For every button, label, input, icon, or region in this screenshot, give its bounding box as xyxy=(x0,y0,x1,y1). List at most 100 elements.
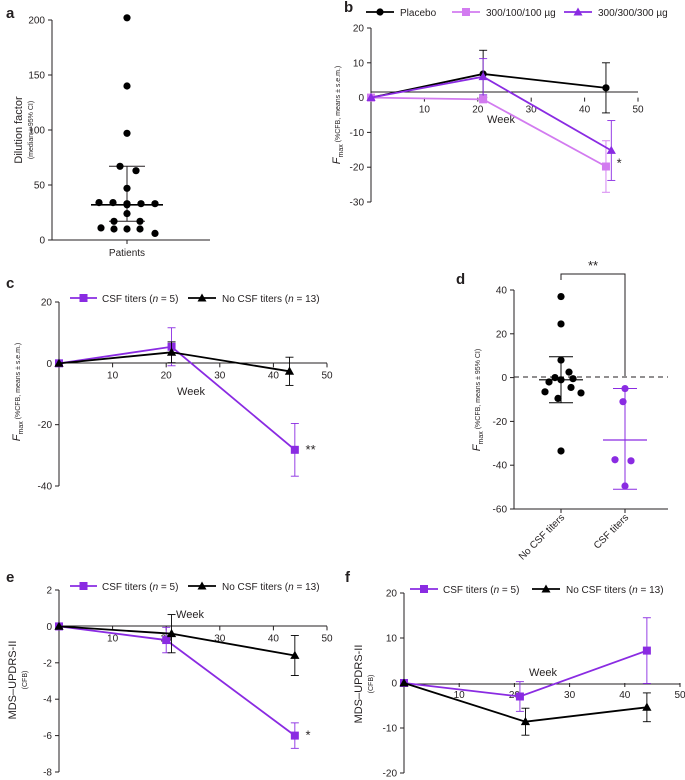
d-marks xyxy=(539,292,647,490)
c-legend-marker-csf xyxy=(79,294,88,302)
d-y-tick-label: -60 xyxy=(493,505,508,516)
d-group-0-point xyxy=(565,368,573,376)
b-x-tick-label: 50 xyxy=(632,105,644,116)
b-y-label-max: max xyxy=(338,144,345,158)
b-y-tick-label: -20 xyxy=(350,163,365,174)
a-x-tick-label: Patients xyxy=(109,248,145,259)
c-legend-n-csf: 5 xyxy=(170,294,176,305)
e-series-1-point xyxy=(54,621,64,630)
f-legend-marker-no-csf xyxy=(541,584,551,593)
b-x-tick-label: 10 xyxy=(419,105,431,116)
d-group-0-point xyxy=(557,376,565,384)
a-point xyxy=(136,225,144,233)
b-legend-marker-300-300 xyxy=(573,7,583,16)
b-series-2-point xyxy=(478,71,488,81)
f-series-0-line xyxy=(403,649,648,698)
d-group-1-point xyxy=(621,482,629,490)
b-y-tick-label: -30 xyxy=(350,198,365,209)
a-point xyxy=(97,224,105,232)
c-legend: CSF titers (n = 5) No CSF titers (n = 13… xyxy=(70,293,320,305)
d-group-0-point xyxy=(557,356,565,364)
f-y-label: MDS–UPDRS-II xyxy=(353,645,365,724)
c-x-tick-label: 30 xyxy=(214,370,226,381)
e-y-tick-label: 0 xyxy=(46,622,52,633)
a-y-ticks: 0 50 100 150 200 xyxy=(28,16,52,247)
f-legend-marker-csf xyxy=(420,585,428,593)
b-x-tick-label: 20 xyxy=(472,105,484,116)
d-y-ticks: -60 -40 -20 0 20 40 xyxy=(493,286,514,516)
f-x-tick-label: 40 xyxy=(619,690,631,701)
a-point xyxy=(116,162,124,170)
d-group-0-point xyxy=(551,374,559,382)
e-legend-prefix-csf: CSF titers ( xyxy=(102,582,153,593)
d-group-0-point xyxy=(577,389,585,397)
panel-d: d -60 -40 -20 0 20 40 No CSF titers CSF titers… xyxy=(456,258,668,563)
f-marks xyxy=(399,617,652,736)
b-series-1-point xyxy=(479,95,488,104)
panel-letter-f: f xyxy=(345,569,351,586)
d-bracket-line xyxy=(560,273,626,376)
f-x-tick-label: 10 xyxy=(454,690,466,701)
b-x-tick-label: 30 xyxy=(526,105,538,116)
e-series-0-point xyxy=(162,636,171,645)
a-x-ticks: Patients xyxy=(109,240,145,259)
c-series-1-point xyxy=(284,366,295,375)
c-legend-label-no-csf: No CSF titers (n = 13) xyxy=(222,294,320,305)
d-y-tick-label: 40 xyxy=(496,286,508,297)
e-legend-label-csf: CSF titers (n = 5) xyxy=(102,582,178,593)
d-y-label-sub: (%CFB, means ± 95% CI) xyxy=(475,349,482,431)
panel-b: b -30 -20 -10 0 10 20 10 20 30 40 50 Week Fmax (%… xyxy=(331,0,668,209)
e-series-1-point xyxy=(166,628,177,638)
f-x-tick-label: 50 xyxy=(674,690,685,701)
b-x-label: Week xyxy=(487,114,515,126)
e-significance-label: * xyxy=(306,728,311,743)
f-y-tick-label: 0 xyxy=(391,679,397,690)
c-x-tick-label: 40 xyxy=(268,370,280,381)
b-y-label-f: F xyxy=(331,156,343,164)
f-y-tick-label: -20 xyxy=(383,769,398,780)
f-legend-n-no-csf: 13 xyxy=(649,585,661,596)
a-point xyxy=(136,217,144,225)
e-series-1-point xyxy=(290,650,300,659)
d-group-1-point xyxy=(611,456,619,464)
b-legend-marker-placebo xyxy=(376,8,384,16)
b-series-2-point xyxy=(366,92,376,101)
f-series-1-point xyxy=(520,716,531,726)
e-y-sublabel: (CFB) xyxy=(22,671,29,690)
e-series-0-line xyxy=(58,625,296,737)
a-y-tick-label: 0 xyxy=(39,236,45,247)
d-y-label: Fmax (%CFB, means ± 95% CI) xyxy=(471,349,485,451)
c-series-1-point xyxy=(166,347,177,356)
d-x-tick-label: CSF titers xyxy=(592,512,631,551)
f-y-sublabel: (CFB) xyxy=(368,675,375,694)
d-group-0-point xyxy=(545,378,553,386)
b-legend-label-300-300: 300/300/300 µg xyxy=(598,8,668,19)
a-marks xyxy=(91,14,163,237)
a-point xyxy=(110,225,118,233)
b-series-0-line xyxy=(370,73,607,99)
d-y-label-max: max xyxy=(478,431,485,445)
a-y-tick-label: 150 xyxy=(28,71,45,82)
f-y-tick-label: 20 xyxy=(386,589,398,600)
b-series-1-point xyxy=(601,162,610,171)
b-y-label-sub: (%CFB, means ± s.e.m.) xyxy=(335,66,342,145)
b-y-ticks: -30 -20 -10 0 10 20 xyxy=(350,24,371,209)
e-legend-marker-no-csf xyxy=(197,581,207,590)
a-point xyxy=(123,201,131,209)
e-x-tick-label: 50 xyxy=(321,633,333,644)
b-significance-label: * xyxy=(617,156,622,171)
f-legend-prefix-csf: CSF titers ( xyxy=(443,585,494,596)
a-point xyxy=(123,210,131,218)
c-y-label: Fmax (%CFB, means ± s.e.m.) xyxy=(11,343,25,442)
a-point xyxy=(123,82,131,90)
e-y-tick-label: -4 xyxy=(43,695,52,706)
a-y-sublabel: (median ± 95% CI) xyxy=(28,101,35,159)
a-y-tick-label: 100 xyxy=(28,126,45,137)
d-y-tick-label: -20 xyxy=(493,417,508,428)
a-point xyxy=(123,14,131,22)
b-y-label: Fmax (%CFB, means ± s.e.m.) xyxy=(331,66,345,165)
f-legend-label-csf: CSF titers (n = 5) xyxy=(443,585,519,596)
panel-letter-c: c xyxy=(6,275,14,292)
b-series-1-line xyxy=(370,96,607,168)
b-y-tick-label: 20 xyxy=(353,24,365,35)
